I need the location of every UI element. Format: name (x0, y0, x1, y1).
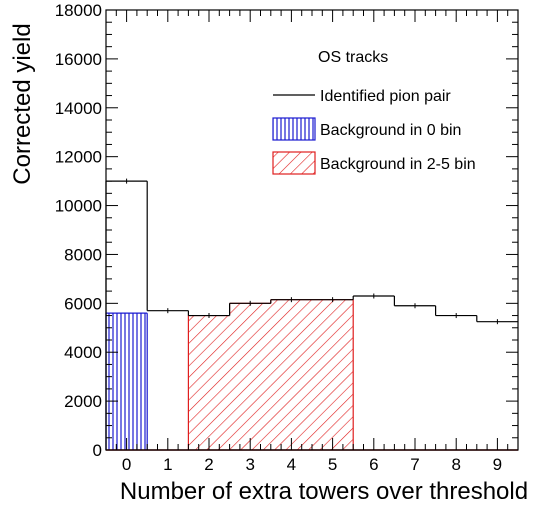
y-tick-label: 16000 (55, 50, 102, 69)
x-tick-label: 7 (410, 455, 419, 474)
legend-swatch-background-0-bin (272, 117, 316, 141)
x-tick-label: 1 (163, 455, 172, 474)
legend-header: OS tracks (318, 49, 388, 66)
background-2-5-bin-bars (187, 299, 354, 450)
x-tick-label: 2 (204, 455, 213, 474)
x-tick-label: 5 (328, 455, 337, 474)
background-2-5-bin-bar-2 (188, 315, 230, 450)
background-2-5-bin-bar-3 (229, 303, 271, 450)
background-0-bin-bars (105, 312, 148, 450)
y-axis-label: Corrected yield (9, 23, 36, 184)
x-tick-label: 6 (369, 455, 378, 474)
legend-label-identified-pion-pair: Identified pion pair (320, 88, 451, 105)
background-2-5-bin-bar-5 (312, 299, 354, 450)
y-tick-label: 4000 (64, 343, 102, 362)
y-tick-label: 18000 (55, 1, 102, 20)
y-tick-label: 2000 (64, 392, 102, 411)
legend-label-background-2-5-bin: Background in 2-5 bin (320, 156, 476, 173)
legend-label-background-0-bin: Background in 0 bin (320, 122, 461, 139)
x-tick-label: 9 (493, 455, 502, 474)
x-axis-ticks: 0 1 2 3 4 5 6 7 8 9 (105, 10, 519, 474)
background-0-bin-bar-0 (106, 313, 148, 450)
y-tick-label: 6000 (64, 294, 102, 313)
background-2-5-bin-bar-4 (270, 299, 312, 450)
legend: OS tracks Identified pion pair Backgroun… (272, 49, 476, 175)
x-axis-label: Number of extra towers over threshold (120, 478, 528, 505)
y-tick-label: 10000 (55, 197, 102, 216)
x-tick-label: 0 (122, 455, 131, 474)
y-tick-label: 0 (93, 441, 102, 460)
y-tick-label: 14000 (55, 99, 102, 118)
y-tick-label: 12000 (55, 148, 102, 167)
y-axis-ticks: 0 2000 4000 6000 8000 10000 12000 14000 16000 180… (55, 1, 518, 460)
x-tick-label: 4 (287, 455, 296, 474)
x-tick-label: 8 (451, 455, 460, 474)
y-tick-label: 8000 (64, 245, 102, 264)
x-tick-label: 3 (245, 455, 254, 474)
legend-swatch-background-2-5-bin (272, 151, 316, 175)
